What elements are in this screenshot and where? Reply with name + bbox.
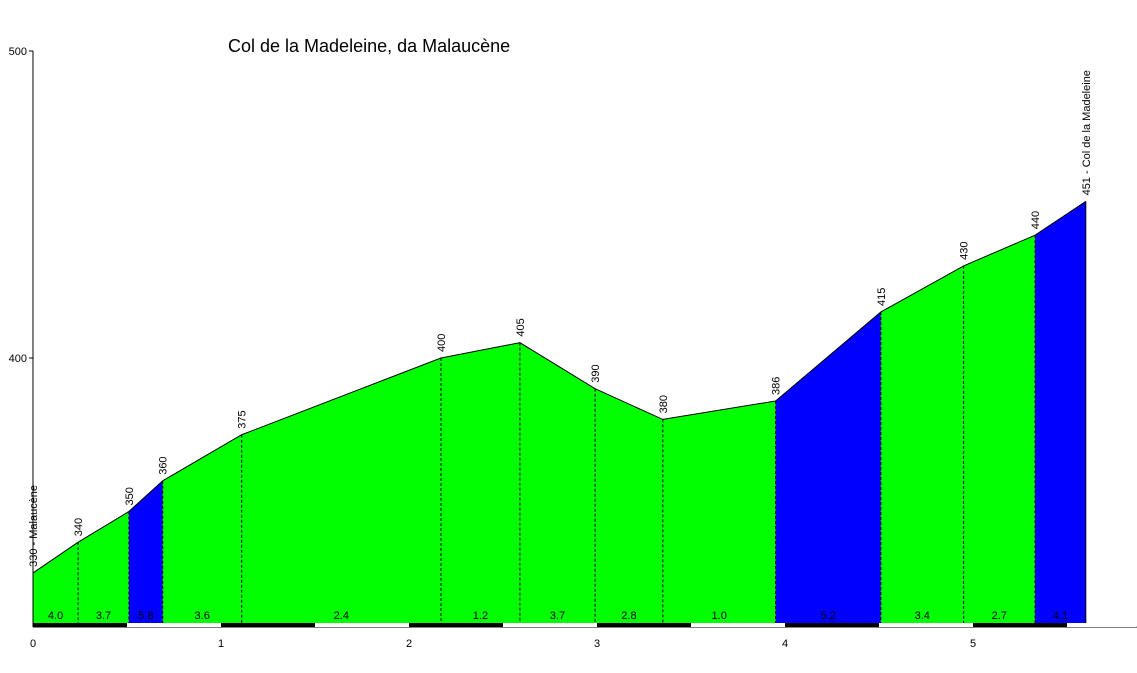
gradient-label: 2.4	[334, 610, 349, 622]
profile-segment	[519, 342, 596, 623]
distance-bar-cell	[1067, 623, 1137, 627]
distance-bar-cell	[315, 623, 409, 627]
elevation-label: 390	[590, 364, 602, 382]
profile-segment	[241, 358, 441, 623]
distance-bar-cell	[409, 623, 503, 627]
elevation-label: 380	[658, 395, 670, 413]
profile-segment	[662, 400, 776, 623]
elevation-label: 451 - Col de la Madeleine	[1081, 70, 1093, 195]
elevation-label: 375	[237, 410, 249, 428]
gradient-label: 3.7	[96, 610, 111, 622]
profile-segment	[162, 434, 242, 623]
elevation-label: 405	[515, 318, 527, 336]
elevation-labels: 330 - Malaucène 340 350 360 375 400 405 390 380 3…	[28, 70, 1093, 567]
elevation-label: 330 - Malaucène	[28, 485, 40, 567]
elevation-label: 360	[158, 456, 170, 474]
profile-segment	[1035, 201, 1086, 623]
gradient-label: 4.1	[1053, 610, 1068, 622]
segment-dividers	[77, 235, 1036, 623]
gradient-label: 3.6	[195, 610, 210, 622]
gradient-label: 3.7	[550, 610, 565, 622]
distance-bar	[33, 623, 1137, 627]
x-tick-label: 3	[594, 638, 600, 650]
profile-segment	[595, 388, 663, 623]
gradient-label: 5.2	[821, 610, 836, 622]
gradient-label: 3.4	[915, 610, 930, 622]
elevation-label: 430	[959, 242, 971, 260]
distance-bar-cell	[221, 623, 315, 627]
x-tick-label: 4	[782, 638, 788, 650]
profile-segment	[78, 511, 129, 623]
gradient-label: 1.0	[712, 610, 727, 622]
profile-line	[32, 201, 1087, 574]
distance-bar-cell	[33, 623, 127, 627]
distance-bar-cell	[127, 623, 221, 627]
elevation-label: 350	[124, 487, 136, 505]
gradient-label: 2.7	[992, 610, 1007, 622]
profile-segment	[775, 311, 881, 623]
distance-bar-cell	[597, 623, 691, 627]
x-tick-label: 1	[218, 638, 224, 650]
x-tick-label: 0	[30, 638, 36, 650]
y-tick-label: 400	[9, 353, 27, 365]
elevation-label: 340	[73, 518, 85, 536]
tick-labels: 400 500 0 1 2 3 4 5	[9, 46, 976, 650]
profile-segment	[128, 480, 163, 623]
chart-title: Col de la Madeleine, da Malaucène	[228, 36, 510, 56]
elevation-label: 400	[436, 334, 448, 352]
profile-outline	[32, 201, 1087, 623]
profile-segment	[33, 542, 79, 623]
gradient-label: 4.0	[48, 610, 63, 622]
y-tick-label: 500	[9, 46, 27, 58]
distance-bar-cell	[785, 623, 879, 627]
profile-segment	[440, 342, 520, 623]
elevation-label: 386	[771, 377, 783, 395]
profile-areas	[33, 201, 1086, 623]
elevation-label: 440	[1030, 211, 1042, 229]
gradient-label: 1.2	[473, 610, 488, 622]
gradient-labels: 4.0 3.7 5.8 3.6 2.4 1.2 3.7 2.8 1.0 5.2 3.4 2.7 4.1	[48, 610, 1068, 622]
distance-bar-cell	[973, 623, 1067, 627]
profile-segment	[880, 265, 964, 623]
elevation-label: 415	[876, 288, 888, 306]
distance-bar-cell	[503, 623, 597, 627]
distance-bar-cell	[691, 623, 785, 627]
x-tick-label: 2	[406, 638, 412, 650]
distance-bar-cell	[879, 623, 973, 627]
gradient-label: 2.8	[621, 610, 636, 622]
gradient-label: 5.8	[138, 610, 153, 622]
profile-segment	[963, 235, 1036, 623]
x-tick-label: 5	[970, 638, 976, 650]
